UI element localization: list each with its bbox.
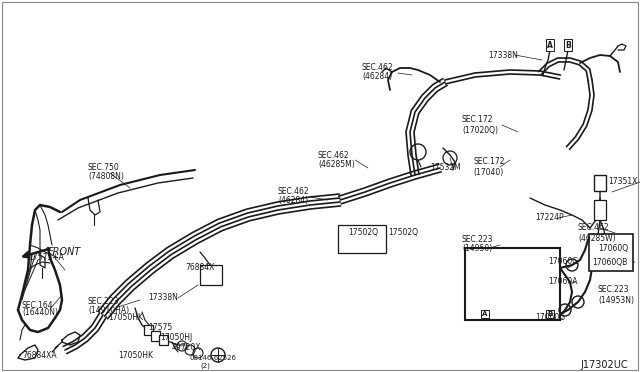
Text: SEC.462: SEC.462 [578, 224, 610, 232]
Text: (17040): (17040) [473, 167, 503, 176]
Text: (16440N): (16440N) [22, 308, 58, 317]
Text: 17532M: 17532M [430, 164, 461, 173]
Text: (14950): (14950) [462, 244, 492, 253]
Text: 17050HK: 17050HK [118, 350, 153, 359]
Text: SEC.462: SEC.462 [362, 64, 394, 73]
Text: 17575+A: 17575+A [28, 253, 64, 263]
Text: 17060QB: 17060QB [592, 257, 627, 266]
Text: J17302UC: J17302UC [580, 360, 628, 370]
Text: SEC.223: SEC.223 [598, 285, 630, 295]
Text: (14910HA): (14910HA) [88, 307, 129, 315]
Bar [594, 200, 606, 220]
Text: 17338N: 17338N [488, 51, 518, 60]
Bar [465, 248, 560, 320]
Text: A: A [483, 311, 488, 317]
Bar [200, 265, 222, 285]
Bar [338, 225, 386, 253]
Text: FRONT: FRONT [48, 247, 81, 257]
Text: SEC.462: SEC.462 [318, 151, 349, 160]
Text: 49720X: 49720X [172, 343, 202, 353]
Text: (17020Q): (17020Q) [462, 125, 498, 135]
Text: (2): (2) [200, 363, 210, 369]
Text: 17224P: 17224P [535, 214, 564, 222]
Text: SEC.223: SEC.223 [462, 235, 493, 244]
Text: B: B [547, 311, 552, 317]
Text: 17060G: 17060G [535, 314, 565, 323]
Text: (14953N): (14953N) [598, 295, 634, 305]
Text: 17060G: 17060G [548, 257, 578, 266]
Text: SEC.172: SEC.172 [462, 115, 493, 125]
Text: 17575: 17575 [148, 324, 172, 333]
Text: SEC.750: SEC.750 [88, 164, 120, 173]
Text: 08146-62526: 08146-62526 [190, 355, 237, 361]
Text: SEC.164: SEC.164 [22, 301, 54, 310]
Text: 17351X: 17351X [608, 177, 637, 186]
Text: A: A [547, 41, 553, 49]
Text: 76884XA: 76884XA [22, 350, 56, 359]
Text: 17060A: 17060A [548, 278, 577, 286]
Bar [594, 175, 606, 191]
Bar [151, 331, 160, 341]
Bar [144, 325, 153, 335]
Bar [159, 335, 168, 345]
Text: 17502Q: 17502Q [348, 228, 378, 237]
Text: SEC.462: SEC.462 [278, 187, 310, 196]
Text: 17060Q: 17060Q [598, 244, 628, 253]
Text: B: B [565, 41, 571, 49]
Text: (46285W): (46285W) [578, 234, 616, 243]
Text: (46285M): (46285M) [318, 160, 355, 169]
Text: 17502Q: 17502Q [388, 228, 418, 237]
Text: 17050HK: 17050HK [108, 314, 143, 323]
Text: 17338N: 17338N [148, 294, 178, 302]
Text: (46284): (46284) [362, 73, 392, 81]
Text: 17050HJ: 17050HJ [160, 334, 192, 343]
Text: SEC.172: SEC.172 [473, 157, 504, 167]
FancyBboxPatch shape [589, 234, 633, 271]
Text: (46284): (46284) [278, 196, 308, 205]
Text: SEC.223: SEC.223 [88, 298, 120, 307]
Text: (74808N): (74808N) [88, 173, 124, 182]
Text: 76884X: 76884X [185, 263, 214, 273]
